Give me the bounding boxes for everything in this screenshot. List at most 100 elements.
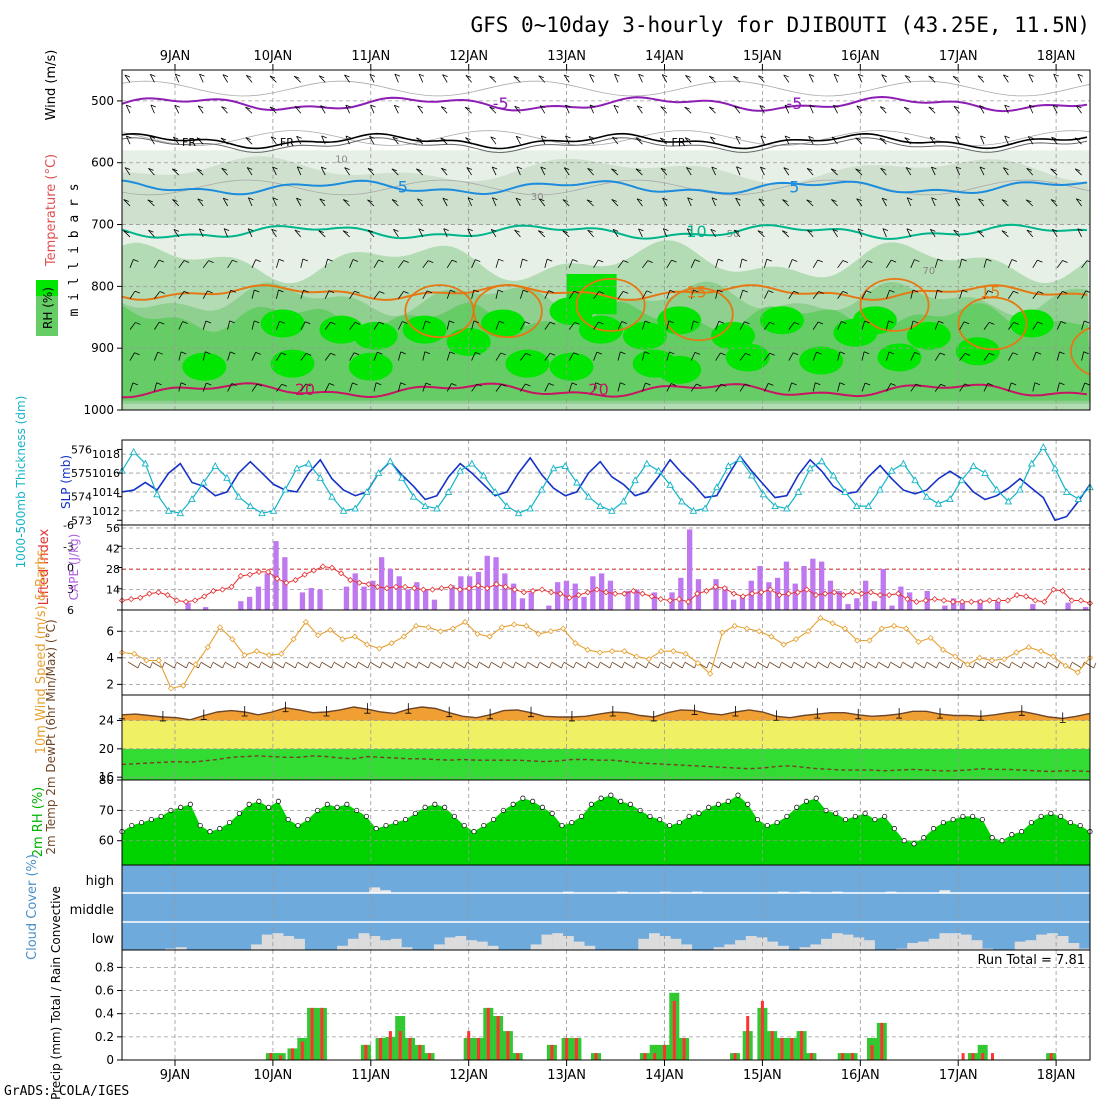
wind-barb xyxy=(446,290,451,299)
wind-barb-flag xyxy=(614,73,620,77)
wind-barb xyxy=(324,290,330,299)
temp-line xyxy=(121,706,1091,721)
rh-point xyxy=(627,801,633,807)
cape-bar xyxy=(185,602,191,610)
cloud-low-bar xyxy=(971,940,983,950)
li-point xyxy=(1013,591,1021,599)
li-point xyxy=(1068,597,1075,604)
wind10m-barb xyxy=(720,661,732,669)
thickness-point xyxy=(771,502,779,510)
wind-barb xyxy=(782,230,790,238)
cape-bar xyxy=(757,566,763,610)
wind-barb-flag xyxy=(889,289,895,293)
wind10m-point xyxy=(351,633,358,640)
wind-barb xyxy=(276,352,282,361)
temp-whisker xyxy=(977,710,984,721)
wind-barb xyxy=(540,135,546,145)
wind-barb xyxy=(516,166,521,176)
rh-point xyxy=(1058,813,1064,819)
li-point xyxy=(831,589,838,596)
wind-barb-flag xyxy=(221,106,227,109)
wind10m-barb-flag xyxy=(972,662,976,669)
wind-barb-flag xyxy=(759,105,765,108)
rh-point xyxy=(285,816,291,823)
wind10m-barb xyxy=(212,661,223,669)
rh-point xyxy=(275,798,281,804)
wind-barb xyxy=(349,322,356,330)
precip-conv-bar xyxy=(746,1016,750,1060)
wind-barb-flag xyxy=(694,351,701,355)
thickness-point xyxy=(421,502,429,510)
thickness-point xyxy=(748,471,756,479)
cloud-low-bar xyxy=(917,941,929,950)
wind10m-barb-flag xyxy=(1020,662,1024,669)
thickness-point xyxy=(1004,497,1013,505)
wind-barb xyxy=(710,136,716,145)
wind10m-barb xyxy=(914,661,925,669)
wind-barb-flag xyxy=(621,321,627,324)
rh-area xyxy=(122,795,1090,865)
wind-barb-flag xyxy=(1076,198,1082,202)
wind-barb-flag xyxy=(669,289,676,293)
wind-barb xyxy=(222,197,228,207)
wind-barb-flag xyxy=(711,166,717,170)
wind-barb-flag xyxy=(623,260,629,263)
isotherm-label: FR xyxy=(280,136,294,149)
wind-barb-flag xyxy=(565,135,571,139)
wind-barb xyxy=(124,74,131,83)
wind-barb xyxy=(568,382,573,392)
wind-barb xyxy=(178,382,182,392)
wind-barb xyxy=(495,384,502,392)
isotherm-shadow xyxy=(122,137,1088,154)
wind10m-barb xyxy=(272,661,284,669)
wind10m-barb-flag xyxy=(234,662,238,669)
wind-barb-flag xyxy=(378,259,384,263)
wind-barb-flag xyxy=(977,230,983,234)
wind-barb-flag xyxy=(442,74,448,78)
wind-barb-flag xyxy=(1075,168,1081,172)
wind-barb xyxy=(833,105,838,114)
wind-barb-flag xyxy=(367,199,373,203)
wind-barb-flag xyxy=(516,135,522,139)
rh-point xyxy=(911,841,917,847)
wind10m-barb xyxy=(660,661,671,669)
wind10m-point xyxy=(768,633,775,640)
wind10m-barb-flag xyxy=(198,662,201,669)
wind-barb xyxy=(344,167,350,176)
wind-barb xyxy=(910,383,917,392)
thickness-point xyxy=(689,506,698,514)
wind-barb xyxy=(764,259,768,268)
thickness-point xyxy=(141,459,150,467)
wind10m-barb-flag xyxy=(246,662,250,669)
rh-contour-label: 10 xyxy=(335,155,348,166)
thickness-point xyxy=(293,464,301,472)
cloud-low-bar xyxy=(670,938,682,950)
li-point xyxy=(374,583,381,590)
wind-barb-flag xyxy=(147,199,153,203)
rh-point xyxy=(148,816,154,823)
wind-barb-flag xyxy=(197,105,204,109)
wind10m-barb-flag xyxy=(1057,662,1060,669)
wind-barb-flag xyxy=(793,290,799,294)
wind-barb xyxy=(467,197,472,207)
thickness-point xyxy=(188,495,196,502)
cloud-low-bar xyxy=(745,936,757,950)
wind-barb xyxy=(367,168,375,176)
wind-barb-flag xyxy=(254,289,260,293)
wind-barb-flag xyxy=(989,321,995,325)
wind-barb xyxy=(471,289,475,299)
wind-barb-flag xyxy=(914,352,920,355)
wind-barb xyxy=(465,75,472,83)
wind10m-point xyxy=(1062,662,1069,669)
wind-barb-flag xyxy=(394,73,401,77)
wind10m-barb xyxy=(853,661,865,669)
wind-barb-flag xyxy=(489,75,495,79)
wind-barb xyxy=(1056,260,1063,269)
wind-barb xyxy=(593,291,600,299)
wind-barb-flag xyxy=(953,229,959,233)
wind-barb-flag xyxy=(522,289,529,293)
wind10m-point xyxy=(1001,656,1008,663)
wind10m-barb xyxy=(164,661,175,669)
rh-isoline xyxy=(122,130,1090,146)
